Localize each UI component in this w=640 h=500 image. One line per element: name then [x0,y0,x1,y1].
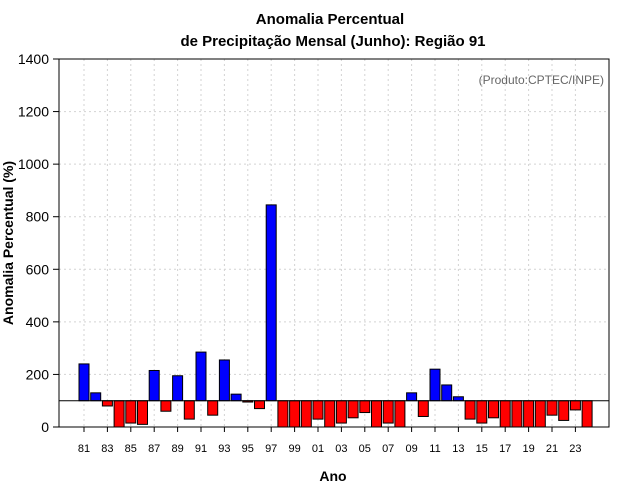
bar-90 [183,400,195,420]
bar-02 [324,400,336,428]
x-tick-label: 95 [242,443,254,455]
bar-07 [382,400,394,424]
chart-title-line1: Anomalia Percentual [256,11,404,28]
x-tick-label: 07 [382,443,394,455]
x-tick-label: 05 [359,443,371,455]
bar-20 [534,400,546,428]
bar-93 [218,359,230,402]
plot-frame [58,58,610,428]
x-tick-label: 23 [569,443,581,455]
bar-17 [499,400,511,428]
x-axis-label: Ano [319,468,346,484]
bar-84 [113,400,125,428]
x-tick-label: 15 [476,443,488,455]
y-tick-label: 1000 [18,156,49,172]
x-tick-label: 17 [499,443,511,455]
bar-01 [312,400,324,420]
bar-81 [78,363,90,402]
bar-87 [148,369,160,402]
bar-11 [429,368,441,402]
bar-19 [523,400,535,428]
bar-21 [546,400,558,416]
x-tick-label: 03 [335,443,347,455]
bars-layer [78,204,593,428]
x-tick-label: 83 [101,443,113,455]
x-tick-label: 85 [125,443,137,455]
bar-88 [160,400,172,412]
bar-04 [347,400,359,419]
bar-91 [195,351,207,402]
bar-99 [289,400,301,428]
y-tick-label: 800 [26,209,50,225]
x-tick-label: 87 [148,443,160,455]
y-tick-label: 200 [26,366,50,382]
x-tick-label: 19 [522,443,534,455]
bar-23 [569,400,581,411]
x-tick-label: 89 [171,443,183,455]
bar-00 [300,400,312,428]
bar-09 [406,392,418,402]
source-credit: (Produto:CPTEC/INPE) [479,73,604,87]
bar-89 [172,375,184,402]
y-tick-label: 1200 [18,104,49,120]
axis-layer: 0 200 400 600 800 1000 1200 1400 81 83 85 87 89 91 93 9… [18,51,610,455]
y-tick-label: 400 [26,314,50,330]
bar-97 [265,204,277,402]
x-tick-label: 11 [429,443,440,455]
y-tick-label: 600 [26,261,50,277]
bar-06 [371,400,382,428]
bar-08 [394,400,406,428]
bar-15 [476,400,488,424]
y-tick-label: 0 [41,419,49,435]
grid-layer [59,58,609,428]
x-tick-label: 97 [265,443,277,455]
bar-13 [452,396,464,402]
bar-98 [277,400,289,428]
x-tick-label: 91 [195,443,207,455]
bar-16 [488,400,499,419]
bar-94 [230,393,242,402]
bar-22 [558,400,570,421]
x-tick-label: 21 [546,443,558,455]
bar-03 [335,400,347,424]
x-tick-label: 99 [288,443,300,455]
bar-12 [441,384,453,402]
bar-92 [207,400,219,416]
bar-83 [101,400,113,407]
x-tick-label: 13 [452,443,464,455]
x-tick-label: 81 [78,443,90,455]
y-tick-label: 1400 [18,51,49,67]
x-tick-label: 01 [312,443,324,455]
x-tick-label: 93 [218,443,230,455]
bar-18 [511,400,523,428]
bar-82 [90,392,102,402]
x-tick-label: 09 [405,443,417,455]
bar-14 [464,400,476,420]
bar-86 [137,400,148,425]
bar-85 [125,400,137,424]
y-axis-label: Anomalia Percentual (%) [0,161,16,325]
bar-05 [359,400,371,414]
bar-10 [417,400,429,417]
chart-title-line2: de Precipitação Mensal (Junho): Região 9… [180,33,485,50]
bar-24 [581,400,593,428]
bar-96 [254,400,265,410]
